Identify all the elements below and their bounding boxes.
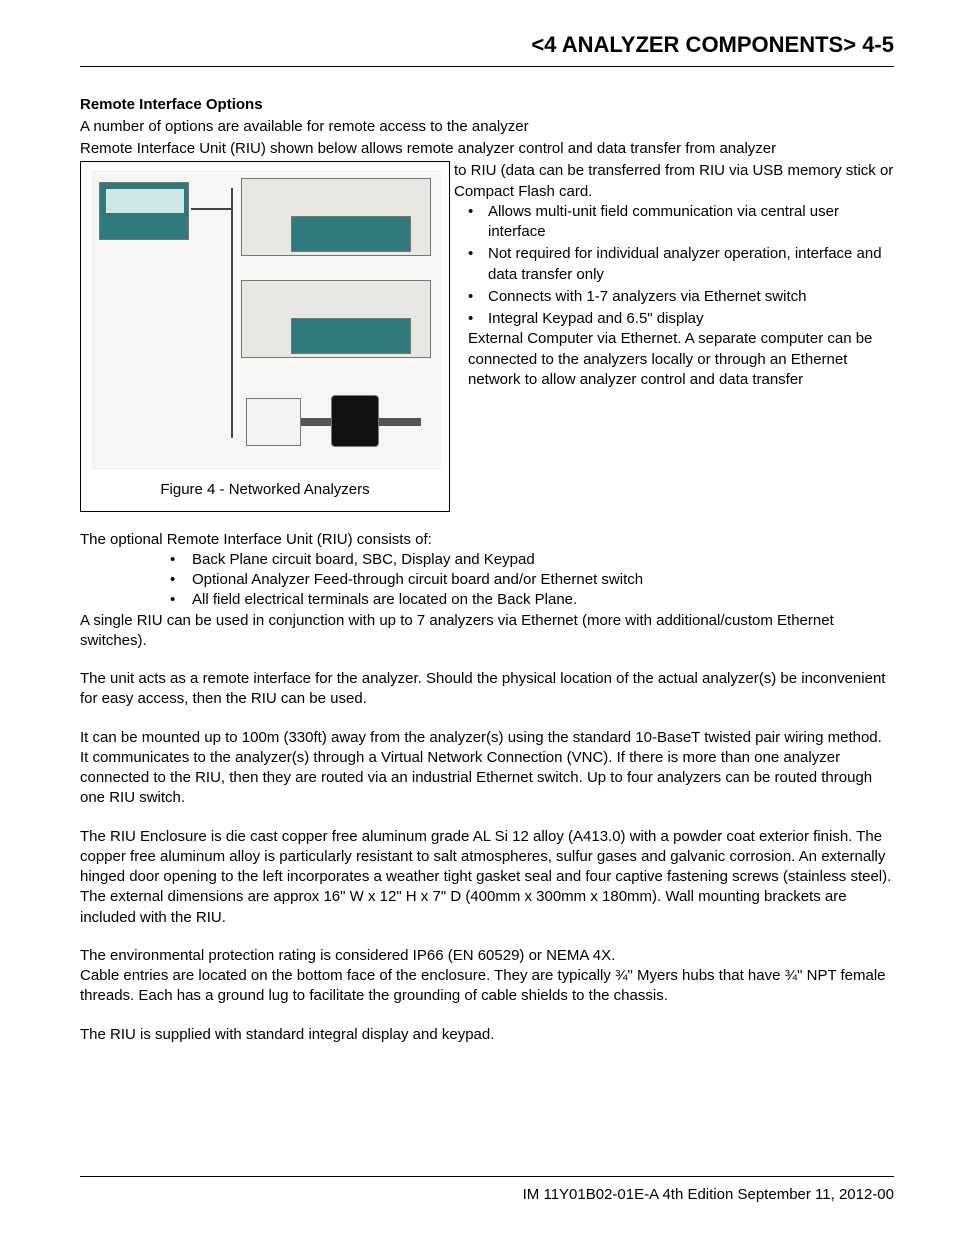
- right-bullet-3: Connects with 1-7 analyzers via Ethernet…: [468, 287, 894, 307]
- footer-text: IM 11Y01B02-01E-A 4th Edition September …: [523, 1186, 894, 1203]
- right-bullet-1: Allows multi-unit field communication vi…: [468, 202, 894, 243]
- body-block: The optional Remote Interface Unit (RIU)…: [80, 530, 894, 1045]
- body-p2: A single RIU can be used in conjunction …: [80, 611, 894, 652]
- body-p1: The optional Remote Interface Unit (RIU)…: [80, 530, 894, 550]
- intro-line-2: Remote Interface Unit (RIU) shown below …: [80, 139, 894, 159]
- body-p5: The RIU Enclosure is die cast copper fre…: [80, 827, 894, 928]
- auxiliary-box-icon: [246, 398, 301, 446]
- body-p7: Cable entries are located on the bottom …: [80, 966, 894, 1007]
- analyzer-1-panel-icon: [291, 216, 411, 252]
- bus-line-icon: [231, 188, 233, 438]
- right-lead: to RIU (data can be transferred from RIU…: [454, 161, 894, 202]
- body-p6: The environmental protection rating is c…: [80, 946, 894, 966]
- analyzer-2-panel-icon: [291, 318, 411, 354]
- right-bullets: Allows multi-unit field communication vi…: [454, 202, 894, 390]
- networked-analyzers-diagram: [91, 170, 441, 470]
- page-footer: IM 11Y01B02-01E-A 4th Edition September …: [80, 1176, 894, 1205]
- right-tail: External Computer via Ethernet. A separa…: [468, 329, 894, 390]
- riu-li-2: Optional Analyzer Feed-through circuit b…: [170, 570, 894, 590]
- figure-box: Figure 4 - Networked Analyzers: [80, 161, 450, 511]
- probe-drum-icon: [331, 395, 379, 447]
- right-bullet-4: Integral Keypad and 6.5" display Externa…: [468, 309, 894, 390]
- figure-caption: Figure 4 - Networked Analyzers: [91, 480, 439, 500]
- section-title: Remote Interface Options: [80, 95, 894, 115]
- riu-consists-list: Back Plane circuit board, SBC, Display a…: [80, 550, 894, 611]
- header-title: <4 ANALYZER COMPONENTS> 4-5: [531, 32, 894, 57]
- connector-line-icon: [191, 208, 231, 210]
- figure-row: Figure 4 - Networked Analyzers to RIU (d…: [80, 161, 894, 511]
- right-bullet-4-text: Integral Keypad and 6.5" display: [488, 310, 703, 327]
- body-p4: It can be mounted up to 100m (330ft) awa…: [80, 728, 894, 809]
- riu-li-3: All field electrical terminals are locat…: [170, 590, 894, 610]
- body-p8: The RIU is supplied with standard integr…: [80, 1025, 894, 1045]
- intro-line-1: A number of options are available for re…: [80, 117, 894, 137]
- body-p3: The unit acts as a remote interface for …: [80, 669, 894, 710]
- right-column: to RIU (data can be transferred from RIU…: [450, 161, 894, 392]
- riu-li-1: Back Plane circuit board, SBC, Display a…: [170, 550, 894, 570]
- page-header: <4 ANALYZER COMPONENTS> 4-5: [80, 30, 894, 67]
- right-bullet-2: Not required for individual analyzer ope…: [468, 244, 894, 285]
- section: Remote Interface Options A number of opt…: [80, 95, 894, 1045]
- riu-device-icon: [99, 182, 189, 240]
